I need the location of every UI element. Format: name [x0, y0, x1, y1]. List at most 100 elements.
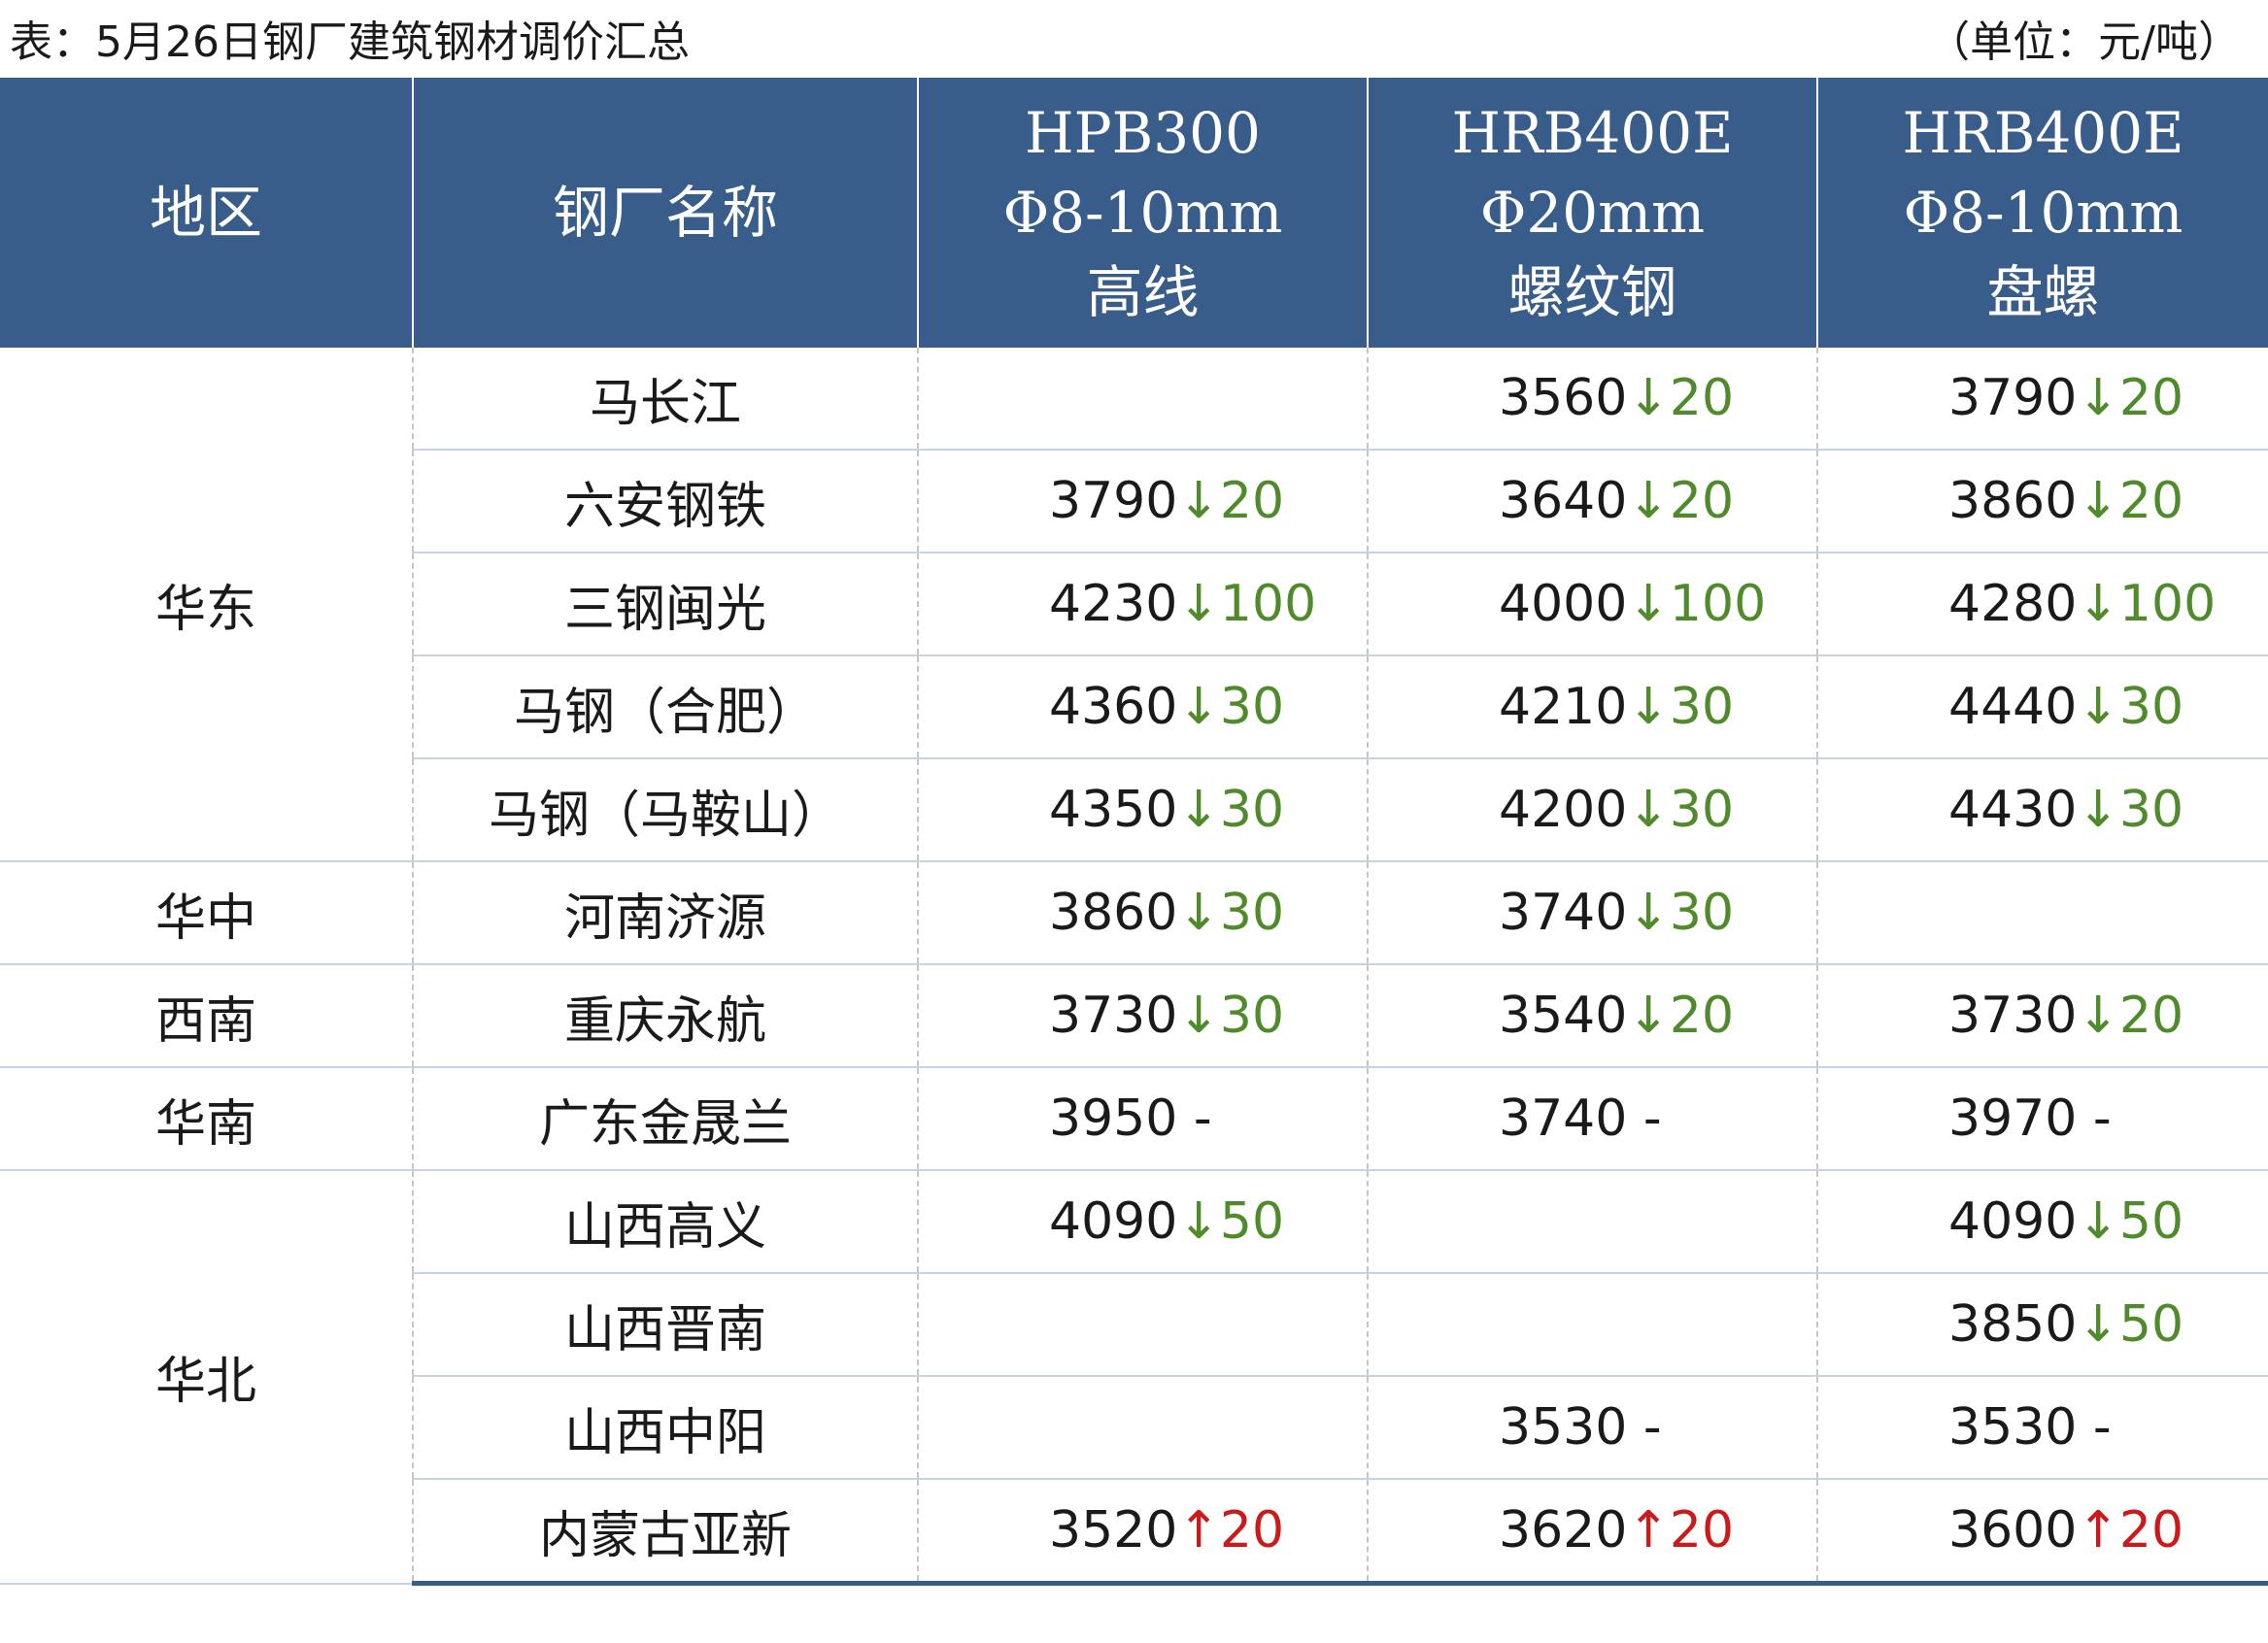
- price-value: 3620: [1499, 1501, 1628, 1559]
- price-change: 50: [2118, 1295, 2184, 1354]
- price-value: 3790: [1049, 472, 1178, 530]
- price-change: 30: [1219, 781, 1285, 839]
- header-rebar-grade: HRB400E: [1451, 100, 1734, 166]
- arrow-up-icon: ↑: [1177, 1501, 1220, 1559]
- price-change: 20: [1219, 1501, 1285, 1559]
- mill-name-cell: 广东金晟兰: [412, 1067, 918, 1171]
- arrow-down-icon: ↓: [1177, 987, 1220, 1045]
- price-value: 3640: [1499, 472, 1628, 530]
- region-cell: 华南: [0, 1067, 413, 1171]
- price-cell: 3530 -: [1816, 1376, 2268, 1480]
- header-rebar-spec: Φ20mm: [1479, 180, 1706, 246]
- price-change: 20: [1669, 1501, 1735, 1559]
- price-value: 4210: [1499, 678, 1628, 736]
- price-cell: 3600↑20: [1816, 1479, 2268, 1586]
- arrow-up-icon: ↑: [1627, 1501, 1670, 1559]
- price-cell: 4350↓30: [917, 758, 1368, 862]
- table-body: 华东 马长江 3560↓20 3790↓20 六安钢铁 3790↓20 3640↓20 386…: [0, 348, 2268, 1586]
- arrow-down-icon: ↓: [1177, 1192, 1220, 1251]
- mill-name-cell: 马钢（合肥）: [412, 655, 918, 759]
- price-cell: 4440↓30: [1816, 655, 2268, 759]
- price-cell: 3790↓20: [917, 450, 1368, 553]
- table-row: 西南 重庆永航 3730↓30 3540↓20 3730↓20: [0, 964, 2268, 1068]
- arrow-down-icon: ↓: [2077, 1192, 2119, 1251]
- table-row: 华北 山西高义 4090↓50 4090↓50: [0, 1170, 2268, 1585]
- header-mill: 钢厂名称: [412, 78, 918, 348]
- table-row: 华南 广东金晟兰 3950 -3740 -3970 -: [0, 1067, 2268, 1171]
- unit-label: （单位：元/吨）: [1927, 17, 2241, 67]
- price-change: 50: [2118, 1192, 2184, 1251]
- price-change: 30: [1219, 987, 1285, 1045]
- arrow-down-icon: ↓: [2077, 575, 2119, 633]
- mill-name-cell: 重庆永航: [412, 964, 918, 1068]
- price-value: 3860: [1948, 472, 2078, 530]
- table-row: 华东 马长江 3560↓20 3790↓20: [0, 348, 2268, 862]
- price-change: -: [1627, 1090, 1662, 1148]
- header-row: 地区 钢厂名称 HPB300 Φ8-10mm 高线 HRB400E Φ20mm …: [0, 78, 2268, 348]
- header-hpb300-type: 高线: [1086, 259, 1200, 325]
- price-value: 3560: [1499, 369, 1628, 427]
- price-change: 100: [2118, 575, 2217, 633]
- table-row: 马钢（马鞍山） 4350↓30 4200↓30 4430↓30: [0, 758, 2268, 862]
- price-cell: 3860↓20: [1816, 450, 2268, 553]
- header-hpb300-grade: HPB300: [1025, 100, 1261, 166]
- mill-name-cell: 马长江: [412, 348, 918, 451]
- price-value: 3600: [1948, 1501, 2078, 1559]
- price-value: 3730: [1948, 987, 2078, 1045]
- price-change: 30: [1219, 678, 1285, 736]
- arrow-down-icon: ↓: [2077, 472, 2119, 530]
- price-change: 100: [1669, 575, 1767, 633]
- table-row: 三钢闽光 4230↓100 4000↓100 4280↓100: [0, 553, 2268, 656]
- price-value: 3950: [1049, 1090, 1178, 1148]
- price-cell: 3950 -: [917, 1067, 1368, 1171]
- price-cell: 4360↓30: [917, 655, 1368, 759]
- price-cell: [1816, 861, 2268, 965]
- mill-name-cell: 内蒙古亚新: [412, 1479, 918, 1586]
- arrow-down-icon: ↓: [1627, 781, 1670, 839]
- price-change: 20: [1219, 472, 1285, 530]
- table-row: 内蒙古亚新 3520↑20 3620↑20 3600↑20: [0, 1479, 2268, 1586]
- price-cell: 4230↓100: [917, 553, 1368, 656]
- price-change: 50: [1219, 1192, 1285, 1251]
- price-value: 3730: [1049, 987, 1178, 1045]
- price-value: 3790: [1948, 369, 2078, 427]
- price-change: -: [1177, 1090, 1212, 1148]
- price-value: 3530: [1948, 1398, 2078, 1457]
- price-cell: [917, 1376, 1368, 1480]
- price-value: 4090: [1948, 1192, 2078, 1251]
- price-cell: 4090↓50: [917, 1170, 1368, 1274]
- arrow-down-icon: ↓: [1627, 575, 1670, 633]
- price-change: 100: [1219, 575, 1317, 633]
- price-cell: 4000↓100: [1367, 553, 1817, 656]
- mill-name-cell: 山西高义: [412, 1170, 918, 1274]
- price-cell: 3730↓20: [1816, 964, 2268, 1068]
- price-change: 20: [2118, 987, 2184, 1045]
- arrow-down-icon: ↓: [1627, 369, 1670, 427]
- price-change: -: [2077, 1398, 2112, 1457]
- header-coil-spec: Φ8-10mm: [1903, 180, 2183, 246]
- arrow-down-icon: ↓: [2077, 781, 2119, 839]
- table-row: 华中 河南济源 3860↓30 3740↓30: [0, 861, 2268, 965]
- price-value: 3860: [1049, 884, 1178, 942]
- price-cell: 3740↓30: [1367, 861, 1817, 965]
- header-hrb400e-coil: HRB400E Φ8-10mm 盘螺: [1816, 78, 2268, 348]
- arrow-down-icon: ↓: [1627, 472, 1670, 530]
- price-cell: [1367, 1273, 1817, 1377]
- price-value: 4230: [1049, 575, 1178, 633]
- arrow-down-icon: ↓: [2077, 987, 2119, 1045]
- mill-name-cell: 河南济源: [412, 861, 918, 965]
- region-cell: 华北: [0, 1170, 413, 1585]
- header-coil-grade: HRB400E: [1902, 100, 2184, 166]
- arrow-down-icon: ↓: [1627, 678, 1670, 736]
- table-row: 马钢（合肥） 4360↓30 4210↓30 4440↓30: [0, 655, 2268, 759]
- price-cell: 4210↓30: [1367, 655, 1817, 759]
- arrow-down-icon: ↓: [2077, 678, 2119, 736]
- table-header: 地区 钢厂名称 HPB300 Φ8-10mm 高线 HRB400E Φ20mm …: [0, 78, 2268, 348]
- price-cell: 3790↓20: [1816, 348, 2268, 451]
- price-cell: 3520↑20: [917, 1479, 1368, 1586]
- price-cell: 3540↓20: [1367, 964, 1817, 1068]
- price-value: 3540: [1499, 987, 1628, 1045]
- arrow-down-icon: ↓: [1177, 472, 1220, 530]
- price-cell: 4280↓100: [1816, 553, 2268, 656]
- price-cell: 3530 -: [1367, 1376, 1817, 1480]
